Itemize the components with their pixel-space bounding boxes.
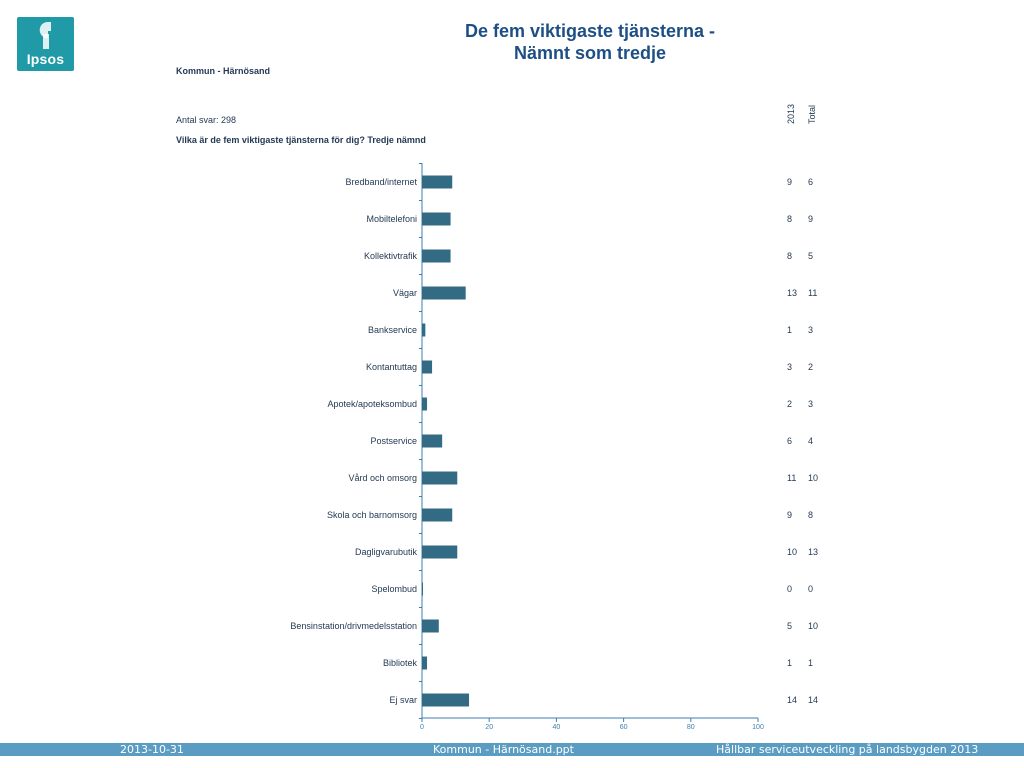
category-label: Apotek/apoteksombud: [327, 399, 417, 409]
bar: [422, 619, 439, 633]
category-label: Vård och omsorg: [348, 473, 417, 483]
bar: [422, 693, 470, 707]
value-2013: 10: [787, 547, 797, 557]
value-total: 1: [808, 658, 813, 668]
value-total: 6: [808, 177, 813, 187]
value-total: 9: [808, 214, 813, 224]
value-total: 14: [808, 695, 818, 705]
bar: [422, 656, 428, 670]
value-2013: 9: [787, 510, 792, 520]
ipsos-logo: Ipsos: [17, 17, 74, 71]
title-line-1: De fem viktigaste tjänsterna -: [464, 21, 716, 41]
value-total: 4: [808, 436, 813, 446]
category-label: Ej svar: [389, 695, 417, 705]
value-2013: 1: [787, 325, 792, 335]
value-2013: 6: [787, 436, 792, 446]
category-label: Vägar: [393, 288, 417, 298]
x-tick-label: 100: [752, 724, 764, 731]
value-2013: 14: [787, 695, 797, 705]
value-total: 3: [808, 325, 813, 335]
bar: [422, 212, 451, 226]
value-2013: 9: [787, 177, 792, 187]
value-2013: 1: [787, 658, 792, 668]
value-2013: 11: [787, 473, 796, 483]
category-label: Mobiltelefoni: [366, 214, 417, 224]
value-total: 10: [808, 621, 818, 631]
value-2013: 3: [787, 362, 792, 372]
value-2013: 0: [787, 584, 792, 594]
value-2013: 5: [787, 621, 792, 631]
category-label: Postservice: [370, 436, 417, 446]
category-label: Bankservice: [368, 325, 417, 335]
x-tick-label: 60: [620, 724, 628, 731]
category-label: Spelombud: [371, 584, 417, 594]
footer-bar: [0, 743, 1024, 756]
bar: [422, 471, 458, 485]
x-tick-label: 20: [485, 724, 493, 731]
value-2013: 8: [787, 251, 792, 261]
bar: [422, 175, 453, 189]
x-tick-label: 0: [420, 724, 424, 731]
category-label: Skola och barnomsorg: [327, 510, 417, 520]
bar: [422, 545, 458, 559]
category-label: Bredband/internet: [345, 177, 417, 187]
value-2013: 8: [787, 214, 792, 224]
value-total: 2: [808, 362, 813, 372]
title-line-2: Nämnt som tredje: [513, 43, 667, 63]
bar: [422, 508, 453, 522]
footer-project: Hållbar serviceutveckling på landsbygden…: [716, 743, 979, 756]
page-title: De fem viktigaste tjänsterna - Nämnt som…: [420, 20, 760, 64]
x-tick-label: 40: [553, 724, 561, 731]
value-2013: 13: [787, 288, 797, 298]
category-label: Kollektivtrafik: [364, 251, 418, 261]
value-total: 10: [808, 473, 818, 483]
bar: [422, 286, 466, 300]
footer-date: 2013-10-31: [120, 743, 184, 756]
footer-filename: Kommun - Härnösand.ppt: [433, 743, 574, 756]
question-text: Vilka är de fem viktigaste tjänsterna fö…: [176, 135, 426, 145]
value-total: 3: [808, 399, 813, 409]
logo-text: Ipsos: [26, 51, 65, 67]
category-label: Kontantuttag: [366, 362, 417, 372]
x-tick-label: 80: [687, 724, 695, 731]
subtitle: Kommun - Härnösand: [176, 66, 271, 76]
value-total: 13: [808, 547, 818, 557]
bar: [422, 249, 451, 263]
bar: [422, 397, 428, 411]
respondent-count: Antal svar: 298: [176, 115, 237, 125]
category-label: Bensinstation/drivmedelsstation: [290, 621, 417, 631]
category-label: Dagligvarubutik: [355, 547, 418, 557]
bar: [422, 323, 426, 337]
value-2013: 2: [787, 399, 792, 409]
value-total: 0: [808, 584, 813, 594]
category-label: Bibliotek: [383, 658, 418, 668]
value-total: 8: [808, 510, 813, 520]
bar: [422, 582, 424, 596]
ipsos-logo-mark-icon: [39, 22, 51, 49]
value-total: 11: [808, 288, 817, 298]
value-total: 5: [808, 251, 813, 261]
bar: [422, 360, 433, 374]
bar: [422, 434, 443, 448]
